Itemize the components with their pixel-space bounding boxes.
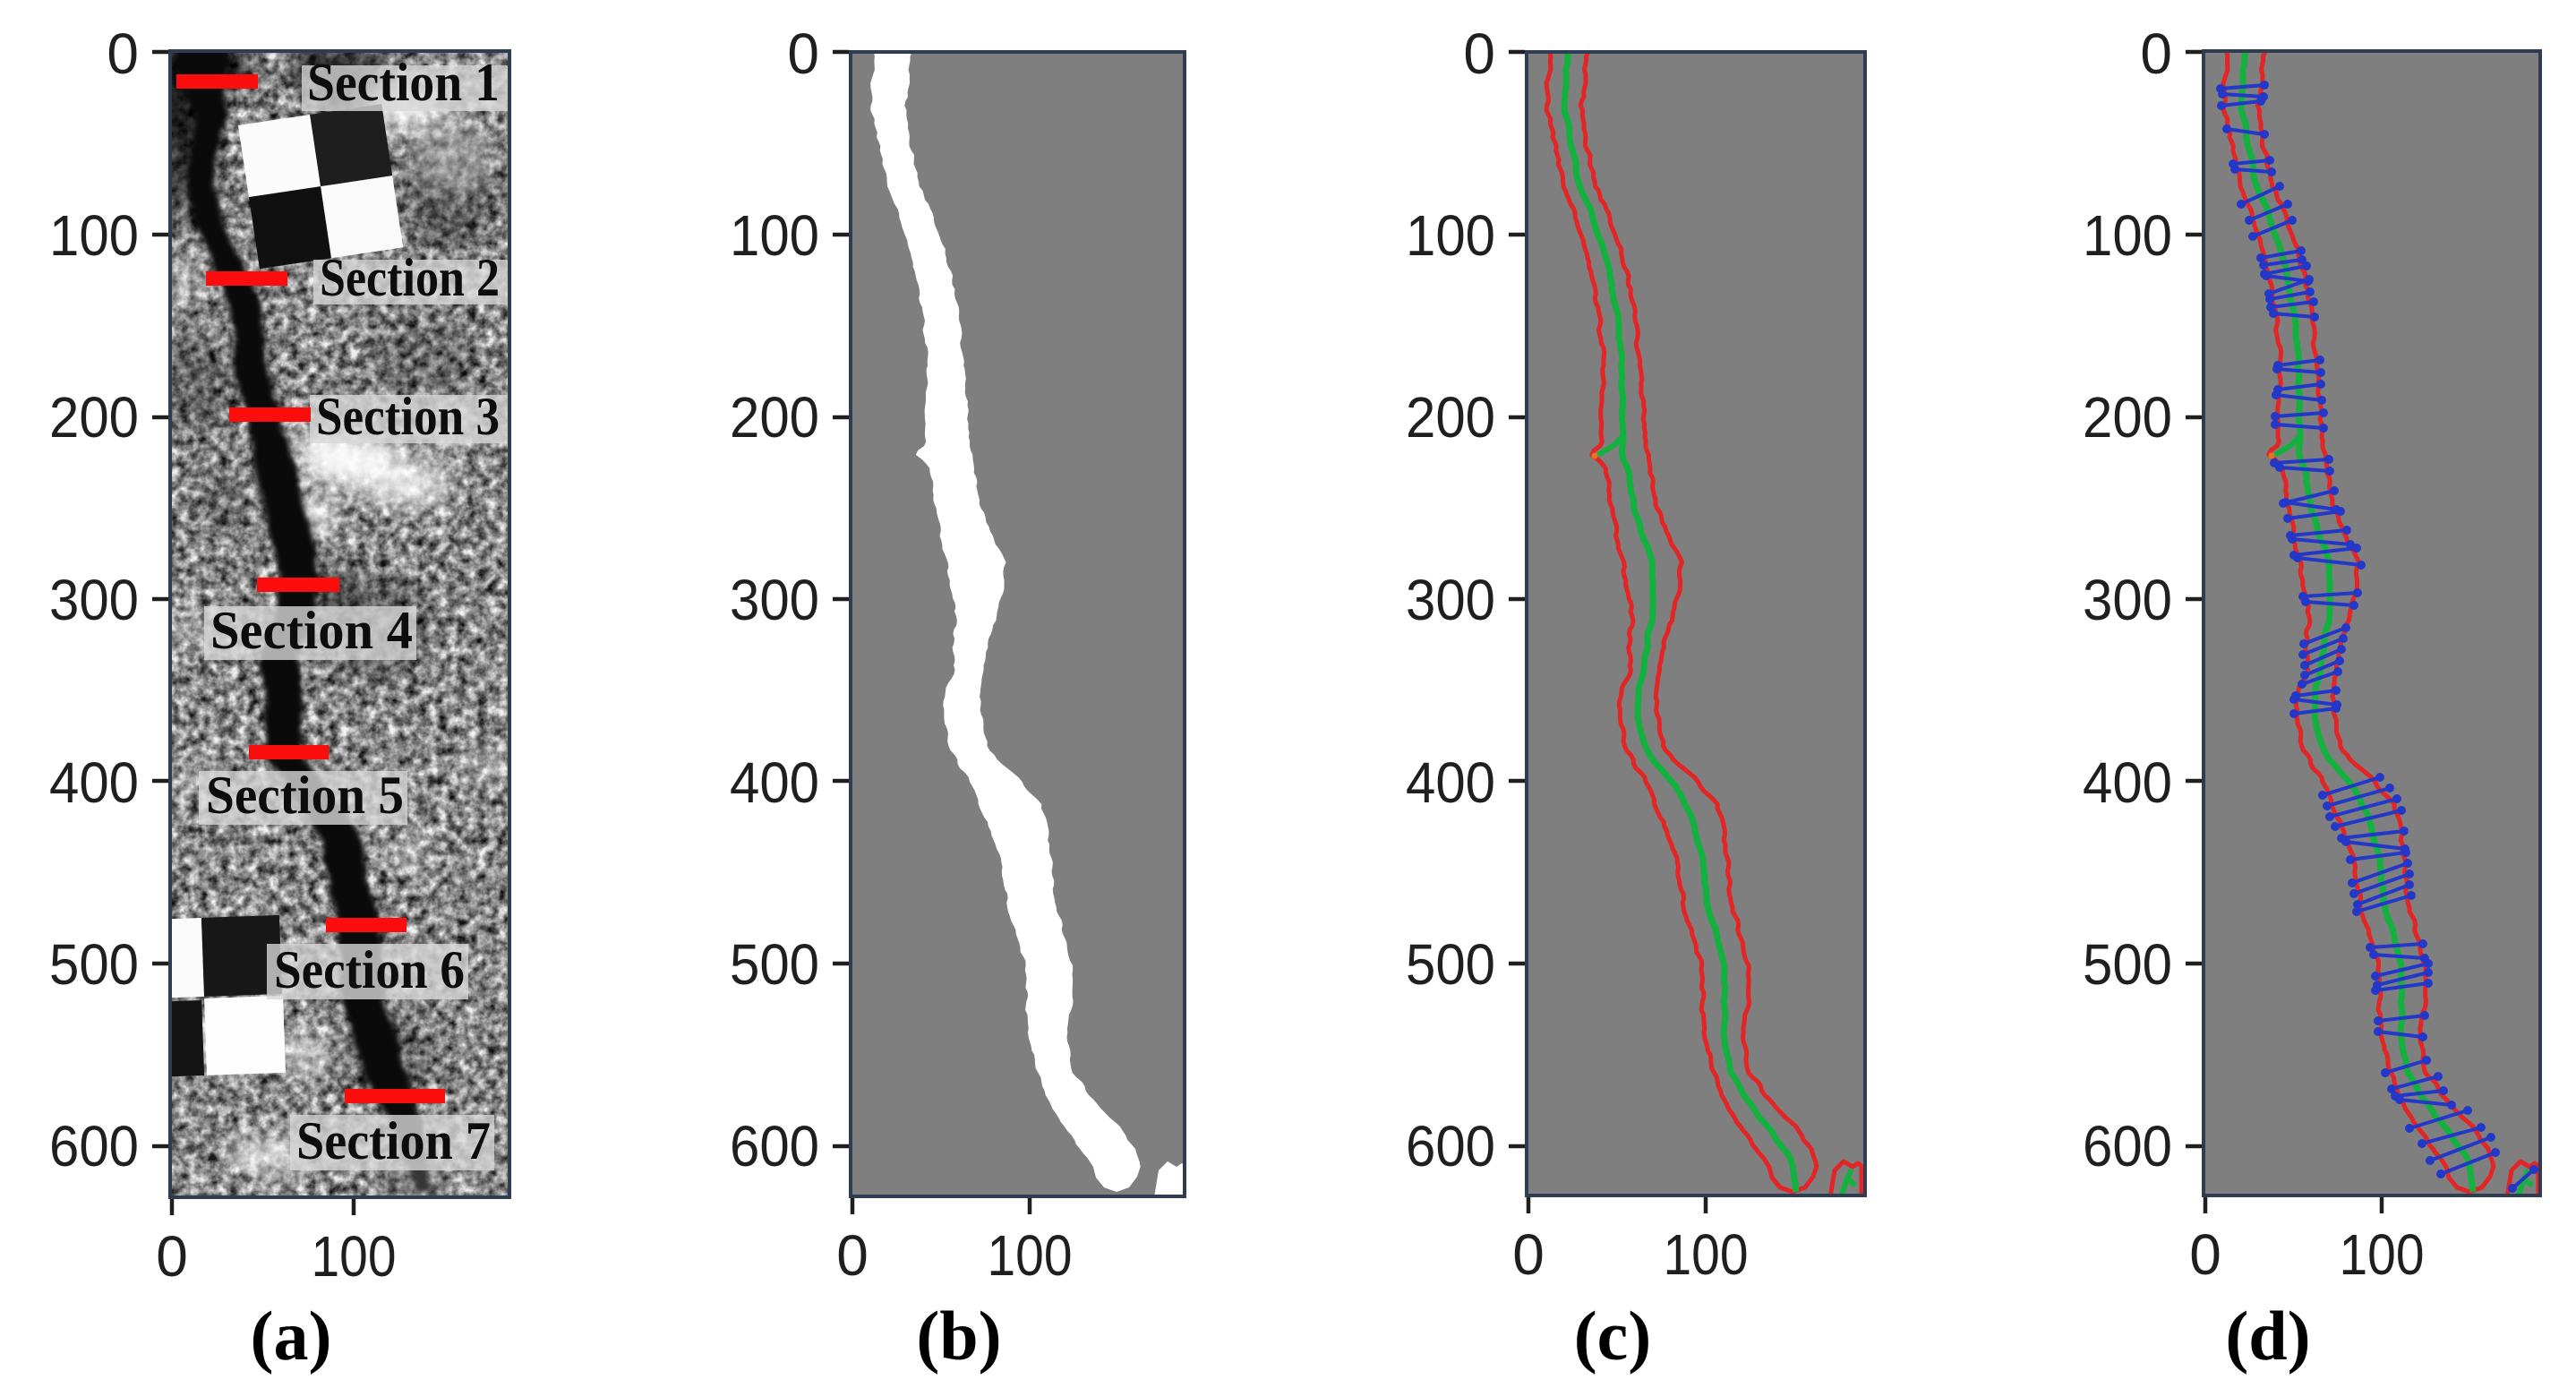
svg-text:300: 300 (49, 568, 139, 632)
svg-text:400: 400 (730, 750, 819, 815)
svg-text:200: 200 (730, 385, 819, 450)
svg-text:100: 100 (2083, 203, 2172, 268)
svg-text:0: 0 (2189, 1222, 2221, 1287)
svg-text:400: 400 (1406, 750, 1495, 815)
svg-text:200: 200 (1406, 385, 1495, 450)
svg-text:100: 100 (49, 203, 139, 268)
svg-text:(b): (b) (916, 1297, 1001, 1375)
svg-text:Section 4: Section 4 (210, 601, 413, 660)
svg-text:500: 500 (49, 932, 139, 997)
svg-text:100: 100 (988, 1223, 1073, 1288)
svg-text:0: 0 (156, 1224, 188, 1289)
svg-text:200: 200 (2083, 385, 2172, 450)
svg-text:0: 0 (1463, 21, 1495, 86)
svg-text:Section 5: Section 5 (206, 766, 404, 825)
svg-text:500: 500 (1406, 932, 1495, 997)
svg-text:600: 600 (1406, 1114, 1495, 1178)
svg-text:600: 600 (2083, 1114, 2172, 1178)
svg-text:Section 7: Section 7 (296, 1111, 491, 1170)
svg-text:0: 0 (836, 1223, 869, 1288)
svg-text:Section 1: Section 1 (307, 53, 500, 112)
svg-text:Section 3: Section 3 (316, 387, 500, 446)
svg-text:400: 400 (49, 750, 139, 815)
svg-text:Section 2: Section 2 (320, 248, 500, 307)
svg-text:300: 300 (730, 568, 819, 632)
svg-text:600: 600 (49, 1114, 139, 1178)
svg-text:0: 0 (787, 21, 819, 86)
svg-text:100: 100 (730, 203, 819, 268)
svg-text:500: 500 (730, 932, 819, 997)
svg-text:(d): (d) (2225, 1297, 2310, 1375)
svg-text:200: 200 (49, 385, 139, 450)
svg-text:100: 100 (312, 1224, 397, 1289)
svg-text:100: 100 (1406, 203, 1495, 268)
svg-text:0: 0 (2140, 21, 2172, 86)
svg-text:500: 500 (2083, 932, 2172, 997)
svg-text:300: 300 (2083, 568, 2172, 632)
svg-text:Section 6: Section 6 (274, 940, 465, 999)
svg-text:400: 400 (2083, 750, 2172, 815)
svg-text:(c): (c) (1574, 1297, 1652, 1375)
svg-text:100: 100 (1664, 1222, 1749, 1287)
svg-text:0: 0 (1512, 1222, 1545, 1287)
svg-text:100: 100 (2340, 1222, 2425, 1287)
svg-text:300: 300 (1406, 568, 1495, 632)
svg-text:(a): (a) (251, 1297, 332, 1375)
svg-text:0: 0 (107, 21, 139, 86)
svg-text:600: 600 (730, 1114, 819, 1178)
